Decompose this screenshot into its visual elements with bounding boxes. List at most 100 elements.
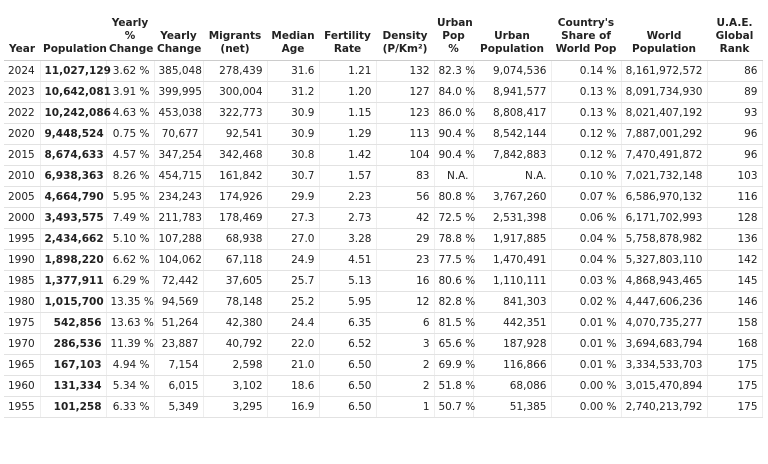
table-cell: 2,598 [203, 354, 268, 376]
table-cell: 136 [707, 228, 763, 250]
table-row: 2015 8,674,633 4.57 % 347,254 342,468 30.8 1.4… [4, 144, 763, 166]
table-row: 1990 1,898,220 6.62 % 104,062 67,118 24.9 4.51… [4, 249, 763, 271]
table-cell: 113 [376, 123, 435, 145]
table-row: 1975 542,856 13.63 % 51,264 42,380 24.4 6.35 6 8… [4, 312, 763, 334]
table-cell: 9,074,536 [473, 60, 552, 82]
table-cell: 12 [376, 291, 435, 313]
table-cell: 6.52 [319, 333, 377, 355]
table-cell: 0.02 % [551, 291, 622, 313]
table-cell: 342,468 [203, 144, 268, 166]
table-cell: 453,038 [154, 102, 204, 124]
table-cell: 1.20 [319, 81, 377, 103]
column-header: Density (P/Km²) [376, 2, 434, 61]
table-cell: 5.10 % [106, 228, 155, 250]
table-cell: 104 [376, 144, 435, 166]
table-cell: 30.9 [267, 102, 320, 124]
table-cell: 2000 [4, 207, 41, 229]
table-cell: 5.13 [319, 270, 377, 292]
table-cell: 25.7 [267, 270, 320, 292]
table-cell: 0.13 % [551, 81, 622, 103]
table-cell: 72,442 [154, 270, 204, 292]
column-header: Median Age [267, 2, 319, 61]
table-cell: 6,586,970,132 [621, 186, 708, 208]
table-cell: 51,385 [473, 396, 552, 418]
table-cell: 167,103 [40, 354, 107, 376]
table-cell: 92,541 [203, 123, 268, 145]
table-cell: 56 [376, 186, 435, 208]
table-cell: 3,493,575 [40, 207, 107, 229]
table-row: 2020 9,448,524 0.75 % 70,677 92,541 30.9 1.29 1… [4, 123, 763, 145]
table-cell: 1.15 [319, 102, 377, 124]
table-cell: 5,758,878,982 [621, 228, 708, 250]
table-cell: 442,351 [473, 312, 552, 334]
table-cell: 3,102 [203, 375, 268, 397]
table-cell: 30.7 [267, 165, 320, 187]
table-cell: 0.01 % [551, 354, 622, 376]
table-cell: 841,303 [473, 291, 552, 313]
table-cell: 385,048 [154, 60, 204, 82]
table-cell: 3,334,533,703 [621, 354, 708, 376]
table-cell: 30.8 [267, 144, 320, 166]
table-row: 2010 6,938,363 8.26 % 454,715 161,842 30.7 1.5… [4, 165, 763, 187]
table-cell: 86 [707, 60, 763, 82]
table-cell: 6.50 [319, 375, 377, 397]
table-cell: 0.10 % [551, 165, 622, 187]
table-cell: 2.23 [319, 186, 377, 208]
table-cell: 1995 [4, 228, 41, 250]
table-cell: 31.2 [267, 81, 320, 103]
table-cell: 10,242,086 [40, 102, 111, 124]
table-cell: 131,334 [40, 375, 107, 397]
table-cell: 6,938,363 [40, 165, 107, 187]
table-cell: 1.42 [319, 144, 377, 166]
table-cell: 0.04 % [551, 228, 622, 250]
table-cell: 16 [376, 270, 435, 292]
column-header: Urban Population [473, 2, 551, 61]
table-cell: 5,327,803,110 [621, 249, 708, 271]
table-cell: 103 [707, 165, 763, 187]
table-cell: 86.0 % [434, 102, 475, 124]
table-cell: 0.07 % [551, 186, 622, 208]
column-header: Yearly Change [154, 2, 203, 61]
table-row: 2000 3,493,575 7.49 % 211,783 178,469 27.3 2.7… [4, 207, 763, 229]
table-cell: 7,842,883 [473, 144, 552, 166]
table-cell: 4.57 % [106, 144, 155, 166]
table-cell: 3,015,470,894 [621, 375, 708, 397]
table-cell: 4,664,790 [40, 186, 107, 208]
table-cell: 5.95 [319, 291, 377, 313]
table-cell: 0.01 % [551, 333, 622, 355]
table-cell: 104,062 [154, 249, 204, 271]
table-cell: 168 [707, 333, 763, 355]
table-cell: 1960 [4, 375, 41, 397]
table-cell: 13.35 % [106, 291, 155, 313]
table-cell: 4,070,735,277 [621, 312, 708, 334]
table-cell: 175 [707, 375, 763, 397]
table-cell: 1.29 [319, 123, 377, 145]
table-cell: 1,898,220 [40, 249, 107, 271]
column-header: Yearly % Change [106, 2, 154, 61]
table-cell: 78.8 % [434, 228, 475, 250]
table-cell: 4,447,606,236 [621, 291, 708, 313]
table-cell: 1980 [4, 291, 41, 313]
table-cell: 0.03 % [551, 270, 622, 292]
table-cell: 0.06 % [551, 207, 622, 229]
table-cell: 11.39 % [106, 333, 155, 355]
table-row: 1955 101,258 6.33 % 5,349 3,295 16.9 6.50 1 50.7… [4, 396, 763, 418]
table-cell: 22.0 [267, 333, 320, 355]
table-cell: 2 [376, 375, 435, 397]
table-cell: 7,021,732,148 [621, 165, 708, 187]
table-cell: 40,792 [203, 333, 268, 355]
table-cell: 42 [376, 207, 435, 229]
table-cell: 6.50 [319, 354, 377, 376]
table-cell: 90.4 % [434, 144, 475, 166]
table-cell: 8,674,633 [40, 144, 107, 166]
table-cell: 211,783 [154, 207, 204, 229]
table-cell: 123 [376, 102, 435, 124]
table-cell: 187,928 [473, 333, 552, 355]
table-cell: 21.0 [267, 354, 320, 376]
header-row: Year Population Yearly % Change Yearly Chan… [4, 2, 762, 61]
table-cell: 68,938 [203, 228, 268, 250]
table-cell: 454,715 [154, 165, 204, 187]
table-row: 2024 11,027,129 3.62 % 385,048 278,439 31.6 1.… [4, 60, 763, 82]
table-cell: 116 [707, 186, 763, 208]
